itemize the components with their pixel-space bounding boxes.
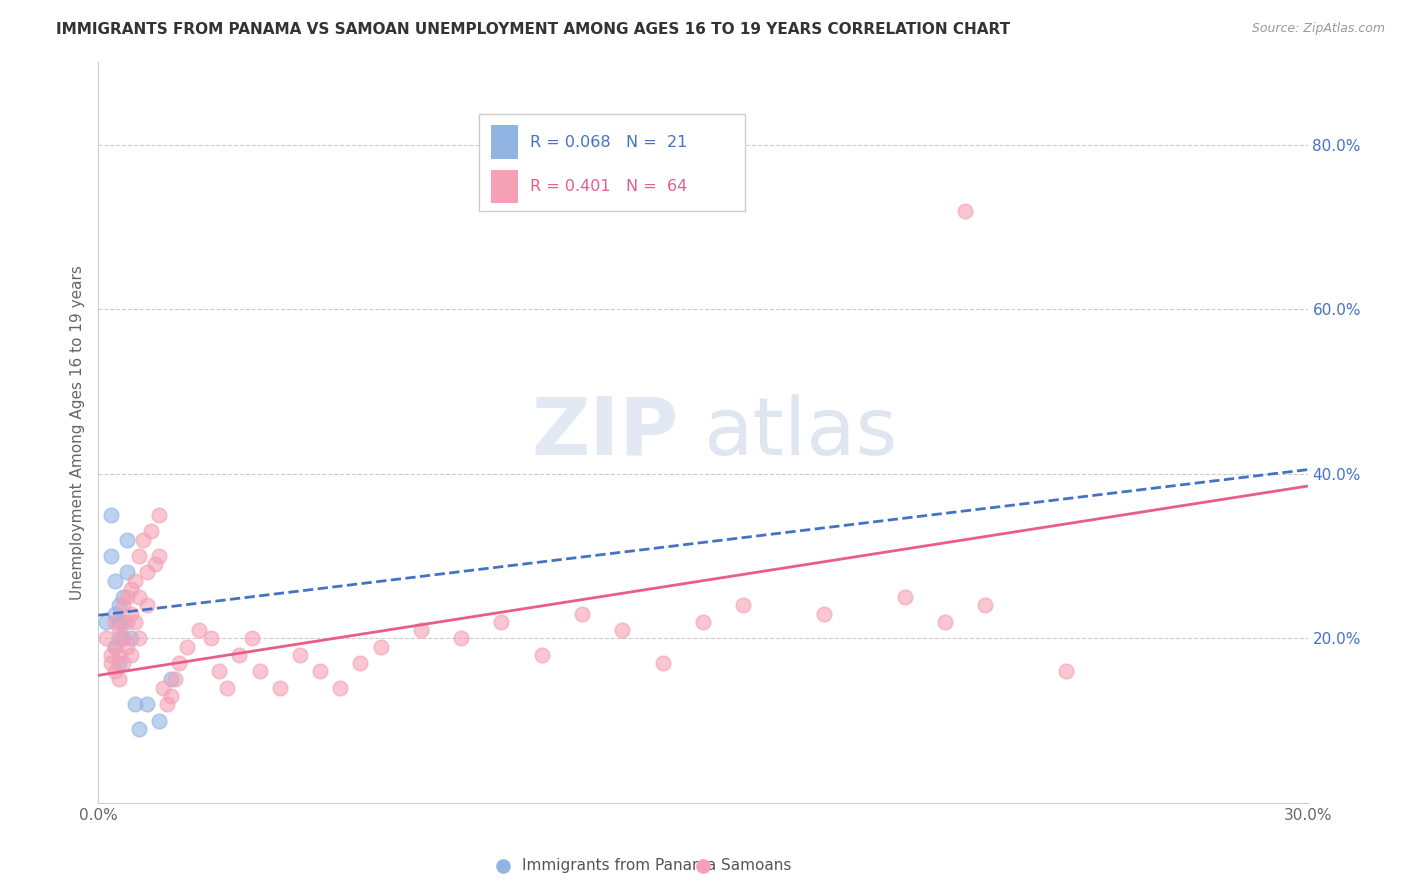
Point bbox=[115, 615, 138, 629]
Point bbox=[100, 508, 122, 522]
Point bbox=[148, 508, 170, 522]
Point bbox=[111, 632, 134, 646]
Point bbox=[612, 623, 634, 637]
Bar bbox=[492, 126, 517, 159]
Point bbox=[148, 549, 170, 563]
Point bbox=[1054, 664, 1077, 678]
Point bbox=[103, 574, 125, 588]
Point bbox=[269, 681, 291, 695]
Y-axis label: Unemployment Among Ages 16 to 19 years: Unemployment Among Ages 16 to 19 years bbox=[69, 265, 84, 600]
Point bbox=[571, 607, 593, 621]
Text: IMMIGRANTS FROM PANAMA VS SAMOAN UNEMPLOYMENT AMONG AGES 16 TO 19 YEARS CORRELAT: IMMIGRANTS FROM PANAMA VS SAMOAN UNEMPLO… bbox=[56, 22, 1011, 37]
Text: R = 0.068   N =  21: R = 0.068 N = 21 bbox=[530, 135, 688, 150]
Point bbox=[100, 648, 122, 662]
Point bbox=[128, 632, 150, 646]
Point bbox=[152, 681, 174, 695]
Point bbox=[120, 582, 142, 596]
Point bbox=[115, 590, 138, 604]
Point bbox=[135, 566, 157, 580]
Point bbox=[240, 632, 263, 646]
Point bbox=[309, 664, 332, 678]
Point bbox=[934, 615, 956, 629]
Point bbox=[103, 664, 125, 678]
Point bbox=[370, 640, 392, 654]
Point bbox=[132, 533, 155, 547]
Text: Samoans: Samoans bbox=[721, 858, 792, 873]
Point bbox=[128, 722, 150, 736]
Text: R = 0.401   N =  64: R = 0.401 N = 64 bbox=[530, 179, 688, 194]
Point bbox=[107, 656, 129, 670]
Point bbox=[103, 640, 125, 654]
Text: Immigrants from Panama: Immigrants from Panama bbox=[522, 858, 716, 873]
Point bbox=[530, 648, 553, 662]
Point bbox=[96, 632, 118, 646]
Point bbox=[107, 673, 129, 687]
Point bbox=[228, 648, 250, 662]
Point bbox=[107, 632, 129, 646]
Point bbox=[217, 681, 239, 695]
Point bbox=[124, 574, 146, 588]
Point bbox=[349, 656, 371, 670]
FancyBboxPatch shape bbox=[479, 114, 745, 211]
Point bbox=[651, 656, 673, 670]
Point bbox=[160, 689, 183, 703]
Point bbox=[409, 623, 432, 637]
Point bbox=[107, 615, 129, 629]
Point bbox=[491, 615, 513, 629]
Point bbox=[450, 632, 472, 646]
Point bbox=[120, 607, 142, 621]
Point bbox=[692, 615, 714, 629]
Point bbox=[974, 599, 997, 613]
Point bbox=[156, 697, 179, 711]
Point bbox=[103, 615, 125, 629]
Point bbox=[107, 623, 129, 637]
Point bbox=[111, 599, 134, 613]
Point bbox=[100, 656, 122, 670]
Point bbox=[135, 599, 157, 613]
Point bbox=[160, 673, 183, 687]
Point bbox=[813, 607, 835, 621]
Point bbox=[103, 640, 125, 654]
Point bbox=[167, 656, 190, 670]
Point bbox=[128, 549, 150, 563]
Point bbox=[115, 533, 138, 547]
Point bbox=[733, 599, 755, 613]
Point bbox=[96, 615, 118, 629]
Point bbox=[163, 673, 186, 687]
Point bbox=[200, 632, 222, 646]
Point bbox=[329, 681, 352, 695]
Point bbox=[111, 632, 134, 646]
Point bbox=[208, 664, 231, 678]
Point bbox=[111, 615, 134, 629]
Text: atlas: atlas bbox=[703, 393, 897, 472]
Point bbox=[249, 664, 271, 678]
Point bbox=[139, 524, 162, 539]
Point bbox=[288, 648, 311, 662]
Point bbox=[111, 656, 134, 670]
Point bbox=[893, 590, 915, 604]
Point bbox=[100, 549, 122, 563]
Point bbox=[188, 623, 211, 637]
Bar bbox=[492, 169, 517, 203]
Point bbox=[148, 714, 170, 728]
Point bbox=[107, 599, 129, 613]
Point bbox=[124, 615, 146, 629]
Point bbox=[124, 697, 146, 711]
Point bbox=[111, 590, 134, 604]
Point bbox=[115, 640, 138, 654]
Point bbox=[135, 697, 157, 711]
Point bbox=[103, 607, 125, 621]
Point bbox=[107, 648, 129, 662]
Text: ZIP: ZIP bbox=[531, 393, 679, 472]
Point bbox=[176, 640, 198, 654]
Point bbox=[143, 558, 166, 572]
Point bbox=[115, 566, 138, 580]
Point bbox=[128, 590, 150, 604]
Point bbox=[120, 648, 142, 662]
Point bbox=[953, 203, 976, 218]
Text: Source: ZipAtlas.com: Source: ZipAtlas.com bbox=[1251, 22, 1385, 36]
Point bbox=[120, 632, 142, 646]
